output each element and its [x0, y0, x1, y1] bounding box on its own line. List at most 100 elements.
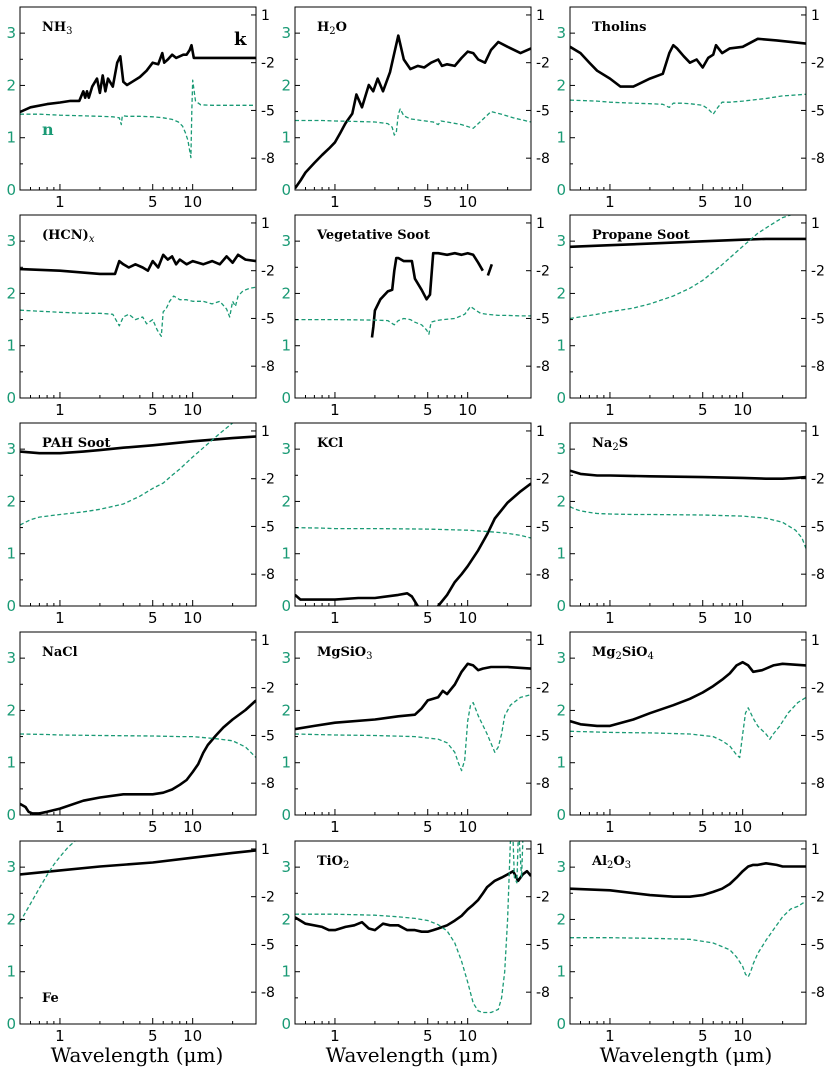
- n-tick-label: 2: [6, 76, 16, 94]
- axes-frame: [569, 631, 807, 816]
- x-tick-label: 10: [183, 401, 202, 419]
- n-tick-label: 2: [6, 284, 16, 302]
- n-tick-label: 2: [556, 76, 566, 94]
- n-series-line-nacl: [20, 733, 256, 758]
- k-tick-label: -8: [811, 567, 825, 583]
- n-tick-label: 0: [556, 389, 566, 407]
- k-tick-label: 1: [811, 633, 820, 649]
- x-tick-label: 1: [605, 1027, 615, 1045]
- k-series-line-tio2: [295, 869, 531, 933]
- n-series-line-mgsio3: [295, 694, 531, 772]
- panel-al2o3: 0 1 2 3 1 -2 -5 -8 1 5 10 Al2O3: [556, 840, 825, 1045]
- k-tick-label: -2: [536, 681, 550, 697]
- k-tick-label: -5: [261, 103, 275, 119]
- k-tick-label: 1: [811, 842, 820, 858]
- n-tick-label: 3: [556, 232, 566, 250]
- k-series-line-nh3: [20, 43, 256, 114]
- n-tick-label: 1: [556, 545, 566, 563]
- k-tick-label: 1: [536, 216, 545, 232]
- legend-n-label: n: [42, 120, 54, 139]
- k-tick-label: -5: [261, 937, 275, 953]
- n-tick-label: 0: [281, 1015, 291, 1033]
- plot-area: [570, 215, 806, 320]
- k-tick-label: -5: [811, 937, 825, 953]
- n-tick-label: 0: [6, 389, 16, 407]
- x-tick-label: 1: [55, 818, 65, 836]
- k-series-line-nacl: [20, 699, 256, 815]
- k-tick-label: -5: [536, 311, 550, 327]
- x-tick-label: 1: [605, 193, 615, 211]
- n-series-line-fe: [20, 841, 76, 923]
- plot-area: [295, 841, 531, 1014]
- n-tick-label: 1: [6, 754, 16, 772]
- axes-frame: [569, 840, 807, 1025]
- panel-title: PAH Soot: [42, 436, 110, 451]
- x-tick-label: 1: [330, 401, 340, 419]
- axes-frame: [19, 840, 257, 1025]
- x-tick-label: 5: [698, 609, 708, 627]
- axes-frame: [294, 840, 532, 1025]
- plot-area: [570, 660, 806, 759]
- k-tick-label: -2: [261, 472, 275, 488]
- n-tick-label: 3: [281, 440, 291, 458]
- n-series-line-tholins: [570, 93, 806, 115]
- k-tick-label: -8: [536, 151, 550, 167]
- k-tick-label: -2: [536, 890, 550, 906]
- k-series-line-al2o3: [570, 862, 806, 898]
- n-tick-label: 1: [281, 337, 291, 355]
- k-tick-label: -2: [811, 264, 825, 280]
- panel-title: Mg2SiO4: [592, 645, 654, 662]
- panel-kcl: 0 1 2 3 1 -2 -5 -8 1 5 10 KCl: [281, 422, 550, 627]
- k-series-line-vegetative-soot: [370, 251, 484, 338]
- n-tick-label: 3: [281, 232, 291, 250]
- n-tick-label: 3: [6, 649, 16, 667]
- k-tick-label: -2: [536, 472, 550, 488]
- panel-nacl: 0 1 2 3 1 -2 -5 -8 1 5 10 NaCl: [6, 631, 275, 836]
- n-tick-label: 0: [556, 1015, 566, 1033]
- n-tick-label: 3: [6, 858, 16, 876]
- x-tick-label: 1: [605, 818, 615, 836]
- n-tick-label: 2: [556, 910, 566, 928]
- plot-area: [295, 662, 531, 772]
- k-tick-label: -5: [536, 728, 550, 744]
- plot-area: [20, 699, 256, 815]
- plot-area: [295, 482, 531, 606]
- n-tick-label: 0: [556, 597, 566, 615]
- panel-fe: 0 1 2 3 1 -2 -5 -8 1 5 10 Fe: [6, 840, 275, 1045]
- xlabel-col-2: Wavelength (μm): [326, 1043, 499, 1067]
- plot-area: [570, 37, 806, 115]
- n-tick-label: 1: [556, 754, 566, 772]
- x-tick-label: 1: [330, 609, 340, 627]
- k-series-line-fe: [20, 849, 256, 876]
- k-tick-label: -8: [261, 985, 275, 1001]
- axes-frame: [569, 422, 807, 607]
- plot-area: [570, 469, 806, 549]
- n-tick-label: 2: [556, 284, 566, 302]
- k-tick-label: 1: [261, 216, 270, 232]
- x-tick-label: 1: [330, 818, 340, 836]
- n-series-line-vegetative-soot: [295, 305, 531, 335]
- axes-frame: [294, 422, 532, 607]
- n-tick-label: 2: [556, 701, 566, 719]
- n-tick-label: 2: [6, 492, 16, 510]
- plot-area: [20, 423, 256, 526]
- k-tick-label: -2: [261, 264, 275, 280]
- k-tick-label: -8: [811, 776, 825, 792]
- x-tick-label: 1: [55, 609, 65, 627]
- axes-frame: [294, 6, 532, 191]
- x-tick-label: 1: [330, 193, 340, 211]
- panel-title: (HCN)x: [42, 228, 95, 245]
- k-tick-label: 1: [261, 633, 270, 649]
- panel--hcn-x: 0 1 2 3 1 -2 -5 -8 1 5 10 (HCN)x: [6, 214, 275, 419]
- n-tick-label: 3: [6, 232, 16, 250]
- x-tick-label: 5: [148, 193, 158, 211]
- xlabel-col-3: Wavelength (μm): [600, 1043, 773, 1067]
- x-tick-label: 1: [605, 609, 615, 627]
- n-tick-label: 1: [556, 129, 566, 147]
- n-series-line-h2o: [295, 108, 531, 136]
- x-tick-label: 10: [733, 609, 752, 627]
- k-tick-label: 1: [261, 424, 270, 440]
- panel-title: KCl: [317, 436, 343, 451]
- k-tick-label: 1: [261, 842, 270, 858]
- k-tick-label: -2: [261, 681, 275, 697]
